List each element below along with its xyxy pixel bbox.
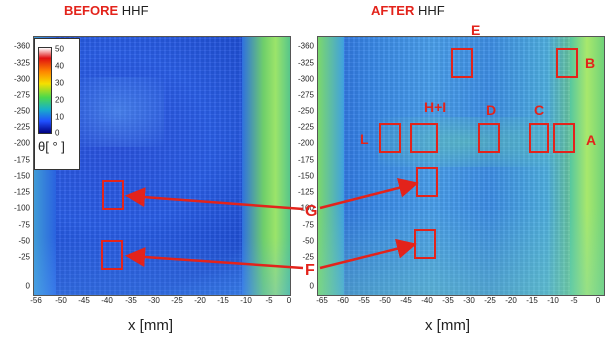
- y-tick: -125: [13, 187, 30, 197]
- region-box-a: [553, 123, 575, 153]
- after-title-highlight: AFTER: [371, 3, 415, 18]
- colorbar-tick: 0: [55, 128, 60, 138]
- y-tick: -275: [297, 90, 314, 100]
- left-x-axis-label: x [mm]: [128, 317, 173, 334]
- region-box-hi: [410, 123, 438, 153]
- x-tick: -40: [421, 296, 433, 305]
- region-box-d: [478, 123, 500, 153]
- y-tick: 0: [309, 281, 314, 291]
- colorbar-gradient: [38, 47, 52, 134]
- colorbar-tick: 20: [55, 95, 64, 105]
- x-tick: -35: [125, 296, 137, 305]
- y-tick: -125: [297, 187, 314, 197]
- x-tick: -15: [526, 296, 538, 305]
- x-tick: -65: [316, 296, 328, 305]
- y-tick: -100: [13, 203, 30, 213]
- x-tick: -30: [463, 296, 475, 305]
- region-box-f-before: [101, 240, 123, 270]
- region-box-f-after: [414, 229, 436, 259]
- x-tick: -50: [55, 296, 67, 305]
- y-tick: -150: [13, 171, 30, 181]
- x-tick: -45: [400, 296, 412, 305]
- y-tick: -325: [297, 58, 314, 68]
- y-tick: -25: [18, 252, 30, 262]
- x-tick: -10: [547, 296, 559, 305]
- after-title-rest: HHF: [417, 3, 445, 18]
- x-tick: -20: [194, 296, 206, 305]
- colorbar-tick: 50: [55, 44, 64, 54]
- x-tick: -25: [484, 296, 496, 305]
- x-tick: -35: [442, 296, 454, 305]
- region-box-e: [451, 48, 473, 78]
- before-title-highlight: BEFORE: [64, 3, 119, 18]
- left-y-axis: -360 -325 -300 -275 -250 -225 -200 -175 …: [4, 36, 32, 294]
- label-f: F: [305, 262, 315, 279]
- right-x-axis-label: x [mm]: [425, 317, 470, 334]
- y-tick: -300: [297, 74, 314, 84]
- label-b: B: [585, 55, 596, 71]
- x-tick: -20: [505, 296, 517, 305]
- y-tick: -200: [297, 138, 314, 148]
- y-tick: -25: [302, 252, 314, 262]
- right-y-axis: -360 -325 -300 -275 -250 -225 -200 -175 …: [288, 36, 316, 294]
- x-tick: -40: [101, 296, 113, 305]
- after-title: AFTER HHF: [371, 3, 445, 18]
- x-tick: -15: [217, 296, 229, 305]
- y-tick: -50: [302, 236, 314, 246]
- label-c: C: [534, 102, 545, 118]
- x-tick: 0: [595, 296, 601, 305]
- y-tick: -225: [13, 122, 30, 132]
- x-tick: -5: [570, 296, 578, 305]
- x-tick: -56: [30, 296, 42, 305]
- region-box-b: [556, 48, 578, 78]
- region-box-c: [529, 123, 549, 153]
- y-tick: -225: [297, 122, 314, 132]
- y-tick: -200: [13, 138, 30, 148]
- colorbar-tick: 10: [55, 112, 64, 122]
- before-title: BEFORE HHF: [64, 3, 149, 18]
- region-box-g-before: [102, 180, 124, 210]
- y-tick: -250: [13, 106, 30, 116]
- y-tick: -50: [18, 236, 30, 246]
- left-x-axis: -56 -50 -45 -40 -35 -30 -25 -20 -15 -10 …: [0, 296, 300, 308]
- x-tick: -10: [240, 296, 252, 305]
- label-l: L: [360, 131, 369, 147]
- label-g: G: [305, 203, 318, 220]
- colorbar-tick: 40: [55, 61, 64, 71]
- x-tick: -30: [148, 296, 160, 305]
- x-tick: -45: [78, 296, 90, 305]
- y-tick: -100: [297, 203, 314, 213]
- x-tick: -55: [358, 296, 370, 305]
- x-tick: -50: [379, 296, 391, 305]
- x-tick: -25: [171, 296, 183, 305]
- before-title-rest: HHF: [121, 3, 149, 18]
- region-box-g-after: [416, 167, 438, 197]
- y-tick: -175: [13, 155, 30, 165]
- x-tick: -60: [337, 296, 349, 305]
- y-tick: 0: [25, 281, 30, 291]
- y-tick: -75: [18, 220, 30, 230]
- x-tick: 0: [286, 296, 292, 305]
- y-tick: -275: [13, 90, 30, 100]
- right-x-axis: -65 -60 -55 -50 -45 -40 -35 -30 -25 -20 …: [0, 296, 613, 308]
- y-tick: -150: [297, 171, 314, 181]
- colorbar-label: θ[ ° ]: [38, 139, 65, 154]
- colorbar: 50 40 30 20 10 0 θ[ ° ]: [34, 38, 80, 170]
- y-tick: -300: [13, 74, 30, 84]
- y-tick: -175: [297, 155, 314, 165]
- label-hi: H+I: [424, 99, 447, 115]
- y-tick: -250: [297, 106, 314, 116]
- label-a: A: [586, 132, 597, 148]
- y-tick: -325: [13, 58, 30, 68]
- x-tick: -5: [265, 296, 273, 305]
- colorbar-tick: 30: [55, 78, 64, 88]
- y-tick: -75: [302, 220, 314, 230]
- y-tick: -360: [297, 41, 314, 51]
- region-box-l: [379, 123, 401, 153]
- y-tick: -360: [13, 41, 30, 51]
- label-e: E: [471, 22, 481, 38]
- label-d: D: [486, 102, 497, 118]
